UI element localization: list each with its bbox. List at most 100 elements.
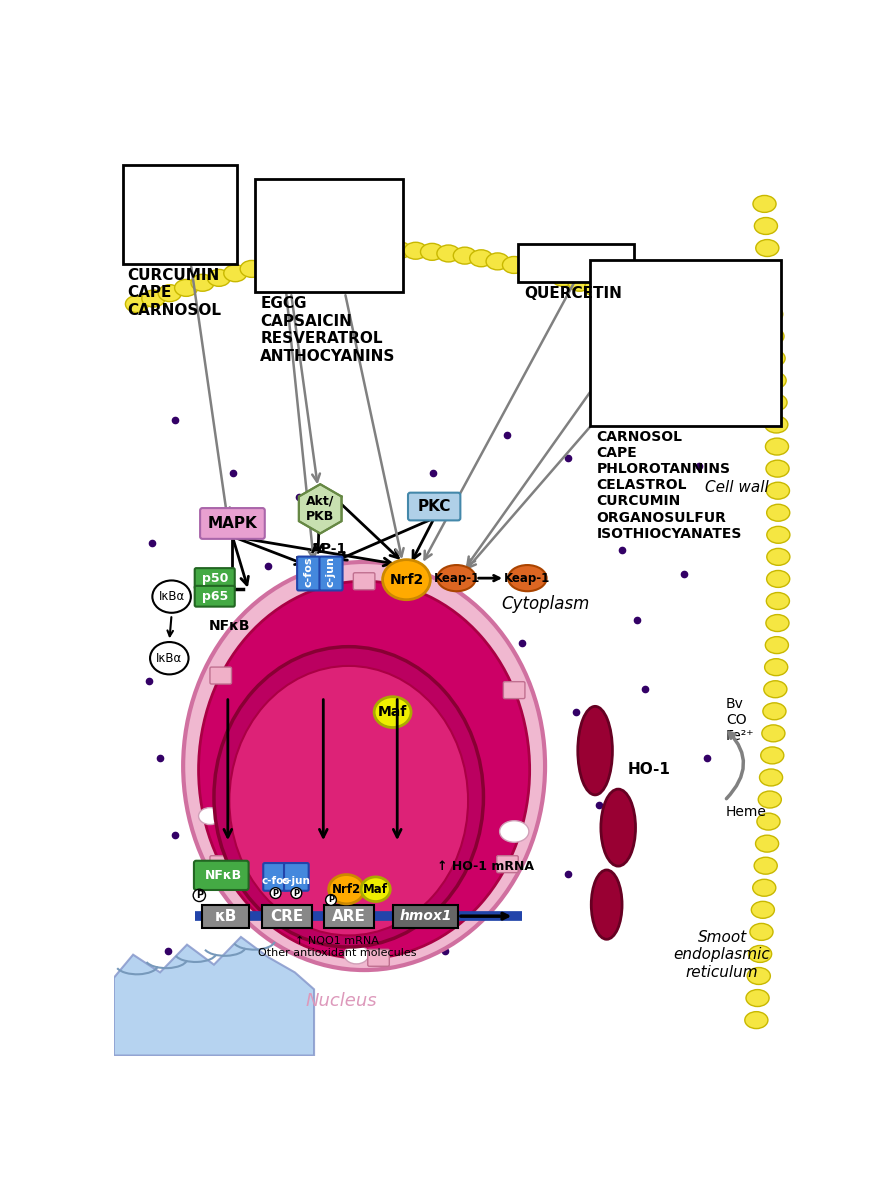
- Ellipse shape: [230, 665, 468, 936]
- Ellipse shape: [193, 890, 205, 901]
- Text: ↑ NQO1 mRNA
Other antioxidant molecules: ↑ NQO1 mRNA Other antioxidant molecules: [258, 936, 416, 958]
- Ellipse shape: [762, 350, 785, 366]
- Ellipse shape: [470, 250, 493, 267]
- FancyBboxPatch shape: [589, 260, 780, 426]
- Ellipse shape: [256, 256, 280, 274]
- Ellipse shape: [765, 637, 789, 653]
- Ellipse shape: [764, 416, 788, 433]
- Ellipse shape: [198, 808, 221, 824]
- Text: Keap-1: Keap-1: [505, 572, 550, 585]
- Ellipse shape: [766, 593, 789, 610]
- Ellipse shape: [601, 789, 636, 866]
- Ellipse shape: [374, 696, 411, 727]
- Ellipse shape: [437, 246, 460, 262]
- Ellipse shape: [486, 253, 509, 270]
- Text: EGCG
CAPSAICIN
RESVERATROL
ANTHOCYANINS: EGCG CAPSAICIN RESVERATROL ANTHOCYANINS: [260, 296, 396, 364]
- Text: Heme: Heme: [726, 805, 767, 820]
- Ellipse shape: [760, 306, 783, 323]
- Text: ↑ HO-1 mRNA: ↑ HO-1 mRNA: [438, 860, 534, 873]
- Ellipse shape: [273, 253, 296, 270]
- Ellipse shape: [552, 269, 575, 286]
- Ellipse shape: [338, 243, 362, 260]
- Ellipse shape: [388, 242, 411, 259]
- FancyBboxPatch shape: [262, 905, 313, 927]
- Text: hmox1: hmox1: [399, 910, 452, 923]
- Ellipse shape: [751, 901, 774, 918]
- Text: IκBα: IκBα: [156, 652, 182, 664]
- Text: Nucleus: Nucleus: [305, 991, 377, 1009]
- Ellipse shape: [322, 246, 346, 262]
- Ellipse shape: [765, 438, 789, 455]
- Ellipse shape: [753, 196, 776, 212]
- FancyBboxPatch shape: [194, 861, 248, 890]
- Ellipse shape: [291, 887, 302, 899]
- Ellipse shape: [750, 924, 773, 940]
- Ellipse shape: [499, 821, 529, 842]
- FancyBboxPatch shape: [195, 568, 235, 589]
- Text: Keap-1: Keap-1: [433, 572, 480, 585]
- Ellipse shape: [198, 581, 530, 958]
- Ellipse shape: [746, 989, 769, 1007]
- Polygon shape: [299, 484, 341, 534]
- Ellipse shape: [305, 247, 329, 264]
- FancyBboxPatch shape: [200, 508, 265, 538]
- Ellipse shape: [289, 250, 313, 267]
- FancyBboxPatch shape: [497, 856, 518, 873]
- Ellipse shape: [634, 295, 656, 312]
- FancyBboxPatch shape: [202, 905, 249, 927]
- Ellipse shape: [758, 791, 781, 808]
- FancyBboxPatch shape: [323, 905, 374, 927]
- FancyBboxPatch shape: [210, 667, 231, 684]
- Ellipse shape: [757, 262, 780, 279]
- FancyBboxPatch shape: [504, 682, 525, 699]
- Ellipse shape: [578, 707, 613, 795]
- Text: Cell wall: Cell wall: [705, 480, 769, 495]
- Text: CURCUMIN
CAPE
CARNOSOL: CURCUMIN CAPE CARNOSOL: [128, 268, 221, 318]
- Text: ARE: ARE: [332, 908, 365, 924]
- Ellipse shape: [454, 247, 476, 264]
- Ellipse shape: [748, 945, 772, 962]
- Ellipse shape: [329, 874, 364, 904]
- Ellipse shape: [764, 658, 788, 676]
- Text: P: P: [196, 891, 203, 900]
- Ellipse shape: [158, 285, 181, 301]
- Ellipse shape: [760, 769, 782, 786]
- Text: PKC: PKC: [418, 499, 451, 514]
- Ellipse shape: [382, 560, 430, 600]
- Text: CARNOSOL
CAPE
PHLOROTANNINS
CELASTROL
CURCUMIN
ORGANOSULFUR
ISOTHIOCYANATES: CARNOSOL CAPE PHLOROTANNINS CELASTROL CU…: [597, 429, 742, 541]
- Ellipse shape: [371, 242, 395, 259]
- Ellipse shape: [747, 968, 771, 984]
- Text: p50: p50: [202, 573, 228, 586]
- Ellipse shape: [405, 242, 427, 260]
- Text: AP-1: AP-1: [312, 542, 347, 556]
- Text: P: P: [272, 888, 279, 898]
- Ellipse shape: [617, 291, 640, 307]
- Text: NFκB: NFκB: [209, 619, 250, 633]
- Ellipse shape: [601, 285, 624, 301]
- FancyBboxPatch shape: [518, 244, 634, 282]
- Text: Cytoplasm: Cytoplasm: [501, 595, 589, 613]
- FancyBboxPatch shape: [393, 905, 458, 927]
- Ellipse shape: [766, 483, 789, 499]
- FancyBboxPatch shape: [368, 949, 389, 967]
- Text: Smoot
endoplasmic
reticulum: Smoot endoplasmic reticulum: [674, 930, 771, 980]
- Ellipse shape: [755, 217, 778, 235]
- Ellipse shape: [125, 295, 148, 312]
- Ellipse shape: [153, 580, 191, 613]
- Ellipse shape: [535, 264, 558, 282]
- Text: Nrf2: Nrf2: [389, 573, 423, 587]
- Ellipse shape: [766, 614, 789, 631]
- Ellipse shape: [568, 274, 591, 292]
- Ellipse shape: [767, 527, 790, 543]
- Text: IκBα: IκBα: [158, 591, 185, 604]
- Ellipse shape: [767, 548, 790, 566]
- Ellipse shape: [763, 372, 786, 389]
- Text: P: P: [328, 895, 334, 905]
- Text: Maf: Maf: [363, 882, 388, 895]
- Ellipse shape: [753, 879, 776, 897]
- Ellipse shape: [361, 876, 390, 901]
- Text: CRE: CRE: [271, 908, 304, 924]
- Text: c-jun: c-jun: [282, 875, 311, 886]
- Ellipse shape: [326, 894, 337, 905]
- Ellipse shape: [519, 261, 542, 278]
